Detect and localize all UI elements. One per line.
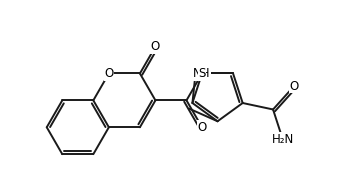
- Text: O: O: [197, 121, 207, 134]
- Text: S: S: [198, 67, 206, 80]
- Text: O: O: [289, 80, 298, 93]
- Text: NH: NH: [193, 67, 211, 80]
- Text: H₂N: H₂N: [271, 132, 294, 146]
- Text: O: O: [104, 67, 113, 80]
- Text: O: O: [151, 40, 160, 53]
